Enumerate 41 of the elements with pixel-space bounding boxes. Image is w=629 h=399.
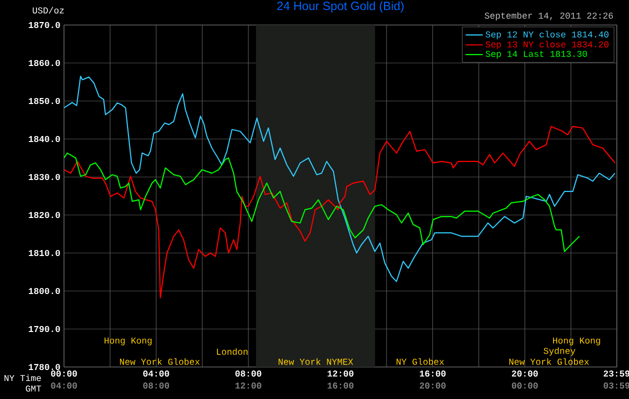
annotation: London: [217, 348, 248, 355]
annotation: Hong Kong: [553, 338, 600, 346]
x2-tick-label: 16:00: [328, 382, 354, 389]
chart-title: 24 Hour Spot Gold (Bid): [277, 1, 404, 13]
x2-tick-label: 20:00: [420, 382, 446, 389]
line-series: [64, 152, 580, 252]
annotation: New York Globex: [509, 358, 589, 365]
y-tick-label: 1840.0: [28, 136, 60, 142]
y-tick-label: 1830.0: [28, 174, 60, 180]
annotation: Sydney: [544, 347, 576, 356]
y-tick-label: 1870.0: [28, 22, 60, 28]
x2-tick-label: 12:00: [235, 382, 262, 389]
legend-label: Sep 13 NY close 1834.20: [486, 40, 608, 50]
x-tick-label: 16:00: [420, 370, 446, 377]
annotation: New York Globex: [120, 358, 200, 365]
line-series: [64, 126, 616, 298]
y-tick-label: 1800.0: [28, 288, 60, 294]
x-tick-label: 12:00: [328, 370, 354, 377]
x-tick-label: 00:00: [51, 370, 77, 377]
annotation: New York NYMEX: [278, 358, 354, 365]
text: September 14, 2011 22:26: [484, 12, 613, 20]
annotation: NY Globex: [396, 358, 444, 365]
x2-tick-label: 08:00: [143, 382, 170, 389]
line-series: [64, 76, 616, 282]
legend-label: Sep 12 NY close 1814.40: [486, 30, 608, 40]
y-tick-label: 1790.0: [28, 326, 60, 332]
y-axis-title: USD/oz: [32, 6, 64, 14]
y-tick-label: 1780.0: [28, 364, 60, 370]
y-tick-label: 1810.0: [28, 250, 60, 256]
annotation: Hong Kong: [104, 338, 152, 346]
y-tick-label: 1850.0: [28, 98, 60, 104]
x-tick-label: 08:00: [235, 370, 262, 377]
x-tick-label: 04:00: [143, 370, 170, 377]
y-tick-label: 1820.0: [28, 212, 60, 218]
x2-tick-label: 00:00: [512, 382, 538, 389]
y-tick-label: 1860.0: [28, 60, 60, 66]
legend-label: Sep 14 Last 1813.30: [486, 50, 587, 59]
x2-axis-title: GMT: [26, 386, 42, 392]
x-axis-title: NY Time: [4, 374, 41, 382]
x-tick-label: 20:00: [512, 370, 538, 377]
x2-tick-label: 04:00: [51, 382, 77, 389]
